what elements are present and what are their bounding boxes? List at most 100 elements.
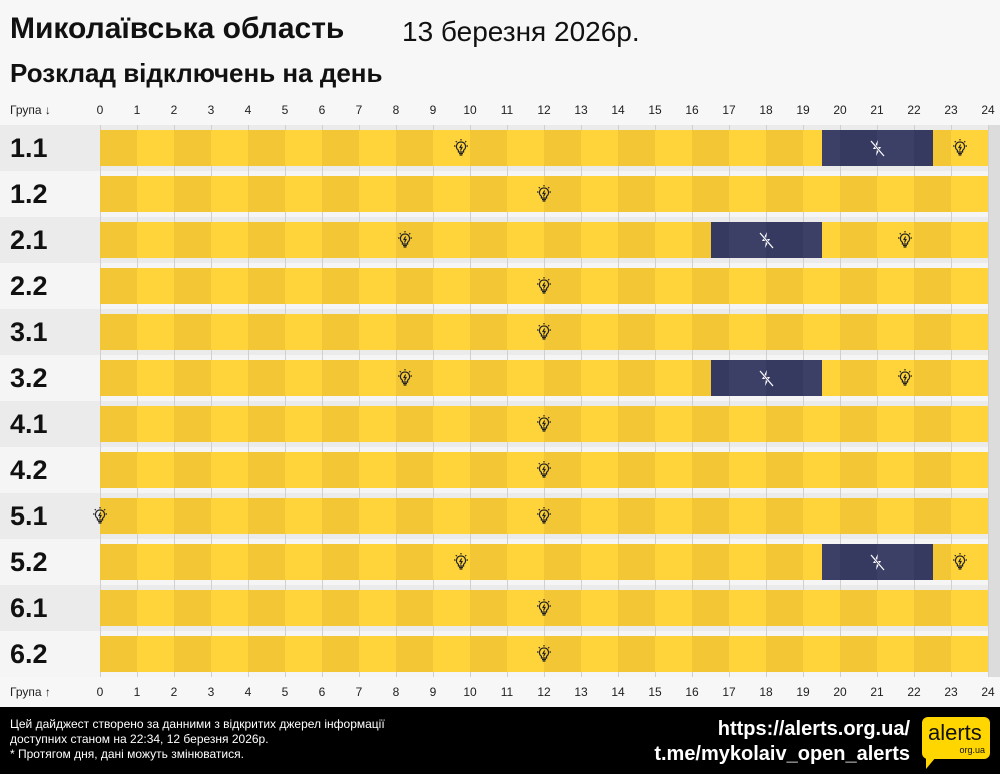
on-segment [322,498,359,534]
footer: Цей дайджест створено за данними з відкр… [0,707,1000,774]
region-title: Миколаївська область [10,12,345,45]
on-segment [729,176,766,212]
lightbulb-icon [950,552,970,572]
group-label: 4.1 [0,401,100,447]
group-row: 4.2 [0,447,1000,493]
on-segment [433,360,470,396]
hour-tick: 7 [355,103,363,117]
power-off-icon [867,138,887,158]
on-segment [174,176,211,212]
on-segment [507,636,544,672]
on-segment [359,360,396,396]
on-segment [359,314,396,350]
on-segment [100,314,137,350]
on-segment [840,314,877,350]
on-segment [470,636,507,672]
on-segment [618,452,655,488]
footer-line: * Протягом дня, дані можуть змінюватися. [10,747,244,761]
on-segment [470,314,507,350]
hour-tick: 13 [574,103,588,117]
on-segment [285,130,322,166]
telegram-link[interactable]: t.me/mykolaiv_open_alerts [654,743,910,765]
on-segment [211,498,248,534]
on-segment [248,130,285,166]
hour-tick: 4 [244,103,252,117]
on-segment [692,222,711,258]
on-segment [877,268,914,304]
off-segment [729,222,766,258]
on-segment [766,406,803,442]
on-segment [803,268,840,304]
on-segment [248,636,285,672]
lightbulb-icon [395,230,415,250]
on-segment [581,176,618,212]
hour-tick: 18 [759,685,773,699]
on-segment [137,498,174,534]
hour-tick: 17 [722,103,736,117]
hour-tick: 5 [281,685,289,699]
on-segment [618,176,655,212]
on-segment [618,268,655,304]
group-sort-label-bottom[interactable]: Група ↑ [10,685,51,699]
on-segment [174,590,211,626]
lightbulb-icon [534,184,554,204]
group-label: 2.1 [0,217,100,263]
hour-tick: 19 [796,103,810,117]
on-segment [692,314,729,350]
on-segment [544,406,581,442]
on-segment [766,498,803,534]
on-segment [137,590,174,626]
on-segment [655,268,692,304]
on-segment [877,314,914,350]
on-segment [137,314,174,350]
hour-tick: 8 [392,103,400,117]
lightbulb-icon [534,460,554,480]
on-segment [322,452,359,488]
hour-tick: 9 [429,103,437,117]
on-segment [396,636,433,672]
on-segment [951,452,988,488]
group-row: 1.2 [0,171,1000,217]
off-segment [840,544,877,580]
on-segment [507,176,544,212]
hour-tick: 14 [611,103,625,117]
on-segment [396,590,433,626]
on-segment [544,498,581,534]
on-segment [618,360,655,396]
on-segment [692,452,729,488]
off-segment [877,130,914,166]
group-label: 5.2 [0,539,100,585]
on-segment [211,176,248,212]
on-segment [507,590,544,626]
on-segment [248,176,285,212]
on-segment [803,314,840,350]
page-subtitle: Розклад відключень на день [10,58,383,88]
on-segment [507,314,544,350]
on-segment [692,360,711,396]
on-segment [729,498,766,534]
on-segment [618,406,655,442]
lightbulb-icon [451,138,471,158]
on-segment [803,636,840,672]
on-segment [803,130,822,166]
on-segment [877,176,914,212]
on-segment [692,498,729,534]
on-segment [766,452,803,488]
hour-tick: 6 [318,685,326,699]
on-segment [544,590,581,626]
on-segment [914,176,951,212]
website-link[interactable]: https://alerts.org.ua/ [717,718,910,740]
on-segment [803,406,840,442]
on-segment [914,590,951,626]
on-segment [470,268,507,304]
hour-tick: 1 [133,103,141,117]
on-segment [840,406,877,442]
on-segment [877,222,914,258]
group-sort-label[interactable]: Група ↓ [10,103,51,117]
on-segment [359,590,396,626]
on-segment [322,314,359,350]
hour-tick: 15 [648,103,662,117]
power-off-icon [756,230,776,250]
on-segment [174,498,211,534]
hour-tick: 12 [537,103,551,117]
